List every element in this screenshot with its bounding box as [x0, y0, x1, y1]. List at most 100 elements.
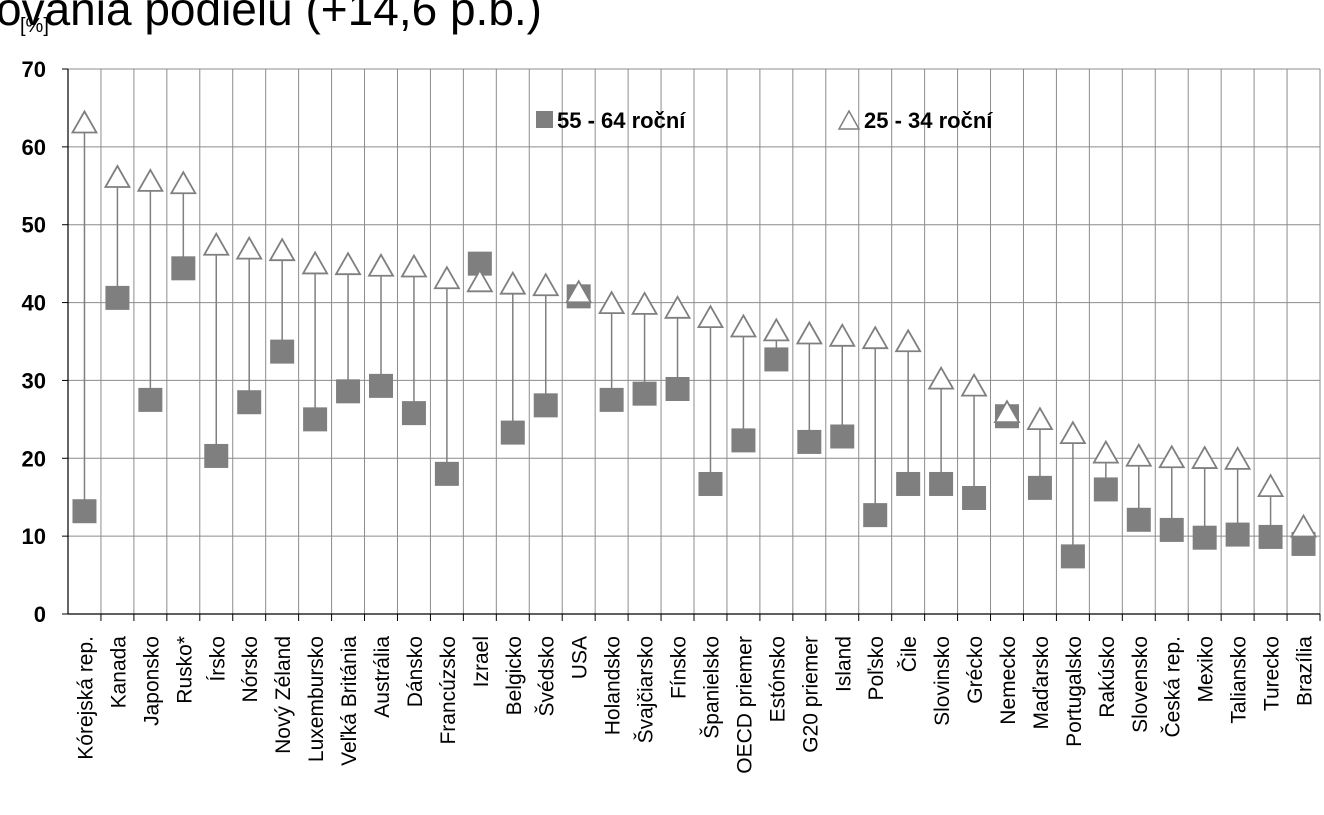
- x-category-label: Írsko: [206, 636, 229, 682]
- x-category-label: Brazília: [1294, 636, 1317, 706]
- triangle-marker: [828, 323, 856, 347]
- x-category-label: Francúzsko: [437, 636, 460, 745]
- triangle-marker: [1092, 439, 1120, 464]
- x-category-label: Maďarsko: [1030, 636, 1053, 729]
- square-marker: [1126, 507, 1151, 532]
- triangle-marker: [1125, 442, 1153, 467]
- legend: 55 - 64 roční 25 - 34 roční: [536, 108, 993, 133]
- x-category-label: Nórsko: [239, 636, 262, 703]
- triangle-marker: [136, 168, 164, 192]
- y-tick-label: 30: [22, 368, 46, 393]
- square-marker: [797, 429, 822, 454]
- square-marker: [1027, 475, 1052, 500]
- triangle-marker: [1289, 513, 1318, 538]
- square-marker: [204, 443, 229, 468]
- square-marker: [896, 471, 921, 496]
- square-marker: [1192, 525, 1217, 550]
- triangle-marker: [1257, 473, 1285, 497]
- data-markers: [70, 109, 1318, 569]
- x-category-label: Austrália: [371, 636, 394, 718]
- x-category-label: Mexiko: [1195, 636, 1218, 703]
- triangle-marker: [894, 328, 922, 353]
- grid: [68, 68, 1321, 614]
- x-category-label: Kanada: [107, 636, 130, 709]
- x-category-label: Slovinsko: [931, 636, 954, 726]
- triangle-marker: [1224, 446, 1252, 470]
- x-category-label: Izrael: [470, 636, 493, 687]
- y-tick-label: 20: [22, 446, 46, 471]
- triangle-marker: [762, 317, 790, 342]
- legend-label-series-1: 55 - 64 roční: [557, 108, 686, 133]
- square-marker: [1060, 544, 1085, 569]
- square-marker: [1258, 524, 1283, 549]
- triangle-marker: [334, 251, 362, 276]
- triangle-marker: [235, 235, 263, 260]
- square-marker: [237, 390, 262, 415]
- triangle-marker: [268, 237, 296, 262]
- x-category-label: Kórejská rep.: [74, 636, 97, 760]
- x-category-label: Luxembursko: [305, 636, 328, 762]
- square-marker: [1225, 522, 1250, 547]
- x-category-label: Nemecko: [997, 636, 1020, 725]
- axes: [62, 68, 1321, 621]
- triangle-marker: [400, 253, 428, 278]
- x-category-label: Čile: [898, 636, 921, 672]
- x-category-label: Rakúsko: [1096, 636, 1119, 718]
- square-marker: [599, 387, 624, 412]
- y-tick-label: 40: [22, 291, 46, 316]
- triangle-marker: [1191, 445, 1219, 469]
- triangle-marker: [729, 313, 757, 338]
- x-category-label: Turecko: [1261, 636, 1284, 711]
- x-category-label: Slovensko: [1129, 636, 1152, 733]
- y-tick-label: 70: [22, 57, 46, 82]
- triangle-marker: [631, 291, 659, 315]
- triangle-marker: [499, 270, 527, 295]
- triangle-marker: [1059, 420, 1087, 445]
- legend-label-series-2: 25 - 34 roční: [864, 108, 993, 133]
- legend-square-icon: [536, 111, 553, 128]
- axis-labels: 0 10 20 30 40 50 60 70 Kórejská rep. Kanada Japons…: [22, 57, 1317, 774]
- square-marker: [171, 256, 196, 281]
- triangle-marker: [927, 365, 955, 390]
- legend-triangle-icon: [837, 109, 861, 130]
- square-marker: [369, 373, 393, 398]
- x-category-label: G20 priemer: [799, 636, 822, 753]
- square-marker: [336, 379, 361, 404]
- x-category-label: Japonsko: [140, 636, 163, 726]
- x-category-label: Taliansko: [1228, 636, 1251, 724]
- x-category-label: OECD priemer: [733, 636, 756, 774]
- square-marker: [665, 376, 690, 401]
- square-marker: [1093, 477, 1118, 502]
- triangle-marker: [301, 250, 329, 275]
- x-category-label: Nový Zéland: [272, 636, 295, 754]
- triangle-marker: [1026, 406, 1054, 431]
- x-category-label: Švédsko: [536, 636, 559, 717]
- square-marker: [533, 393, 558, 418]
- triangle-marker: [861, 325, 889, 350]
- triangle-marker: [202, 231, 230, 256]
- x-category-label: Fínsko: [668, 636, 691, 699]
- square-marker: [962, 485, 987, 510]
- x-category-label: Island: [832, 636, 855, 692]
- triangle-marker: [960, 372, 988, 397]
- triangle-marker: [103, 164, 131, 188]
- x-category-label: USA: [569, 636, 592, 679]
- square-marker: [1159, 517, 1184, 542]
- square-marker: [764, 347, 789, 372]
- square-marker: [138, 387, 163, 412]
- triangle-marker: [367, 252, 395, 277]
- triangle-marker: [169, 170, 197, 195]
- x-category-label: Česká rep.: [1162, 636, 1185, 738]
- square-marker: [698, 471, 723, 496]
- triangle-marker: [696, 304, 725, 329]
- triangle-marker: [466, 268, 494, 293]
- x-category-label: Poľsko: [865, 636, 888, 701]
- connector-lines: [83, 123, 1305, 557]
- square-marker: [270, 339, 295, 364]
- square-marker: [929, 471, 954, 496]
- square-marker: [303, 407, 328, 432]
- y-tick-label: 50: [22, 213, 46, 238]
- square-marker: [632, 381, 657, 406]
- x-category-label: Portugalsko: [1063, 636, 1086, 747]
